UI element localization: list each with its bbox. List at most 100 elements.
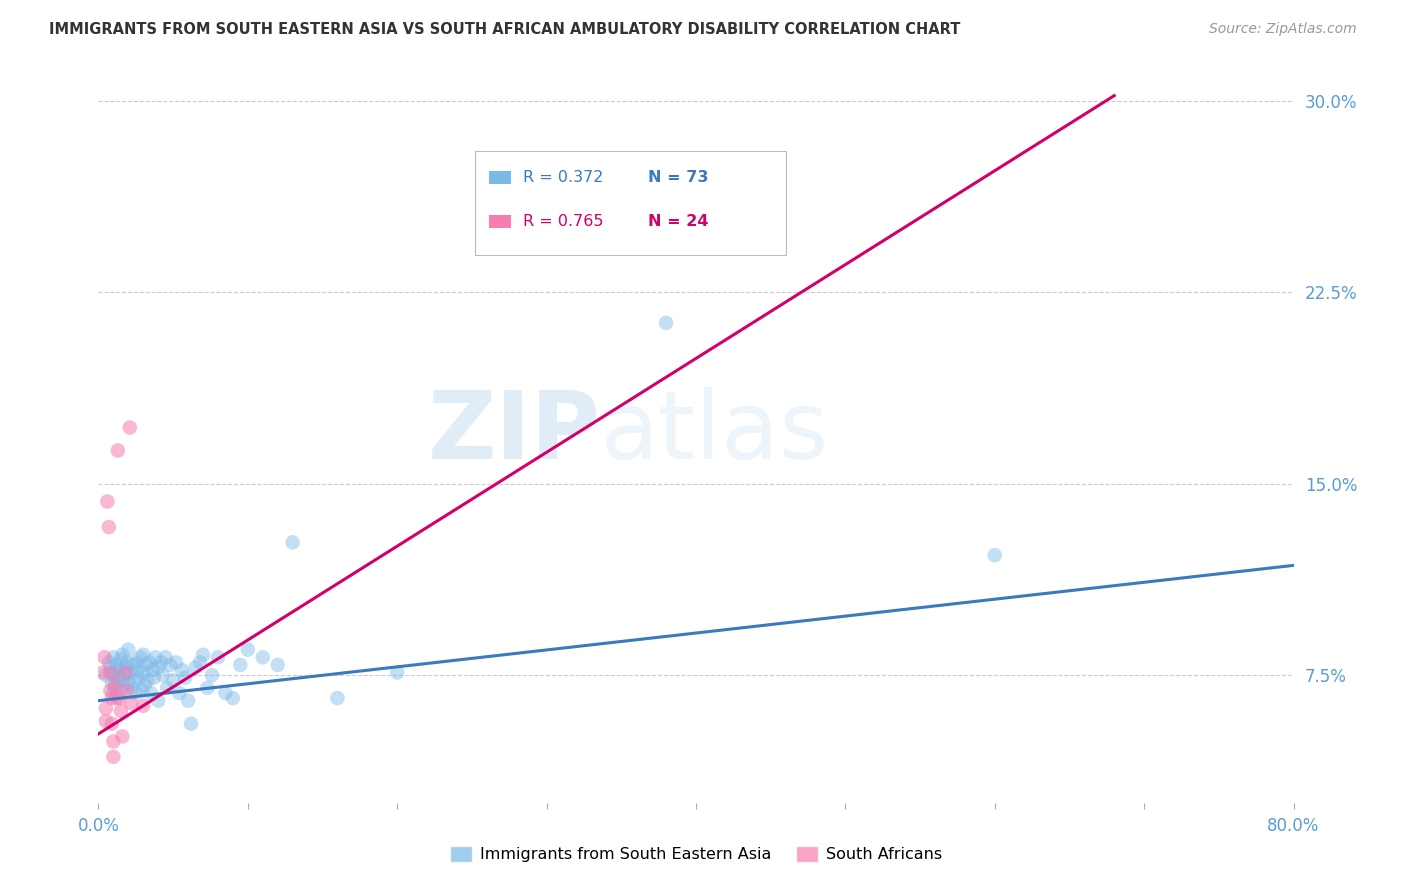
Point [97,520,120,534]
Point [172,663,194,677]
Point [148,660,170,674]
Point [120,696,142,710]
Point [180,716,202,731]
Point [105,691,128,706]
Point [98,665,122,680]
Point [132,648,155,662]
Point [155,650,177,665]
Text: R = 0.765: R = 0.765 [523,214,603,229]
Point [103,650,125,665]
Point [385,665,409,680]
Point [103,668,125,682]
Point [114,665,136,680]
Point [94,668,117,682]
Point [152,668,174,682]
Text: atlas: atlas [600,386,828,479]
Point [229,657,252,672]
Point [114,668,136,682]
Point [104,678,127,692]
Point [184,660,207,674]
Point [197,681,219,695]
Point [141,663,163,677]
Text: N = 73: N = 73 [648,169,709,185]
Point [103,686,125,700]
Point [131,683,153,698]
Point [124,673,146,688]
Point [98,683,122,698]
Point [98,660,122,674]
Point [148,694,170,708]
Point [267,657,290,672]
Point [134,678,156,692]
Point [111,730,134,744]
Legend: Immigrants from South Eastern Asia, South Africans: Immigrants from South Eastern Asia, Sout… [443,840,949,869]
Point [236,642,259,657]
Point [111,648,134,662]
Point [121,657,143,672]
Point [125,656,148,670]
Point [129,650,152,665]
Point [101,675,124,690]
Point [94,714,117,728]
Point [104,681,127,695]
Text: N = 24: N = 24 [648,214,709,229]
Point [91,665,114,680]
Point [191,648,214,662]
Point [125,686,148,700]
Point [138,656,160,670]
Point [115,683,138,698]
Point [111,683,134,698]
Point [201,668,224,682]
Point [222,691,245,706]
Point [96,494,118,508]
Point [115,656,138,670]
Point [103,734,125,748]
Point [108,663,131,677]
Point [281,535,304,549]
Point [156,681,179,695]
Text: ZIP: ZIP [427,386,600,479]
Point [117,642,139,657]
Point [174,671,197,685]
Point [127,663,149,677]
Point [110,704,132,718]
Point [105,657,128,672]
Point [94,701,117,715]
Point [132,665,155,680]
FancyBboxPatch shape [475,152,786,255]
Point [159,657,181,672]
Point [139,686,162,700]
Text: Source: ZipAtlas.com: Source: ZipAtlas.com [1209,22,1357,37]
Point [112,678,135,692]
Point [107,673,129,688]
Point [162,673,184,688]
Point [114,660,136,674]
Point [117,675,139,690]
FancyBboxPatch shape [489,170,510,184]
Point [128,671,150,685]
Point [207,650,229,665]
Point [97,656,120,670]
Point [214,686,236,700]
Text: IMMIGRANTS FROM SOUTH EASTERN ASIA VS SOUTH AFRICAN AMBULATORY DISABILITY CORREL: IMMIGRANTS FROM SOUTH EASTERN ASIA VS SO… [49,22,960,37]
Point [714,183,737,197]
Point [108,691,131,706]
Point [655,316,678,330]
Point [110,671,132,685]
Point [101,691,124,706]
Point [103,749,125,764]
Point [107,443,129,458]
Point [326,691,349,706]
Point [120,681,142,695]
Point [167,686,190,700]
Point [118,420,141,434]
Point [132,698,155,713]
Point [105,665,128,680]
Point [136,673,159,688]
Point [165,656,187,670]
Point [101,716,124,731]
Point [110,653,132,667]
Point [984,548,1007,562]
Point [142,671,165,685]
Text: R = 0.372: R = 0.372 [523,169,603,185]
